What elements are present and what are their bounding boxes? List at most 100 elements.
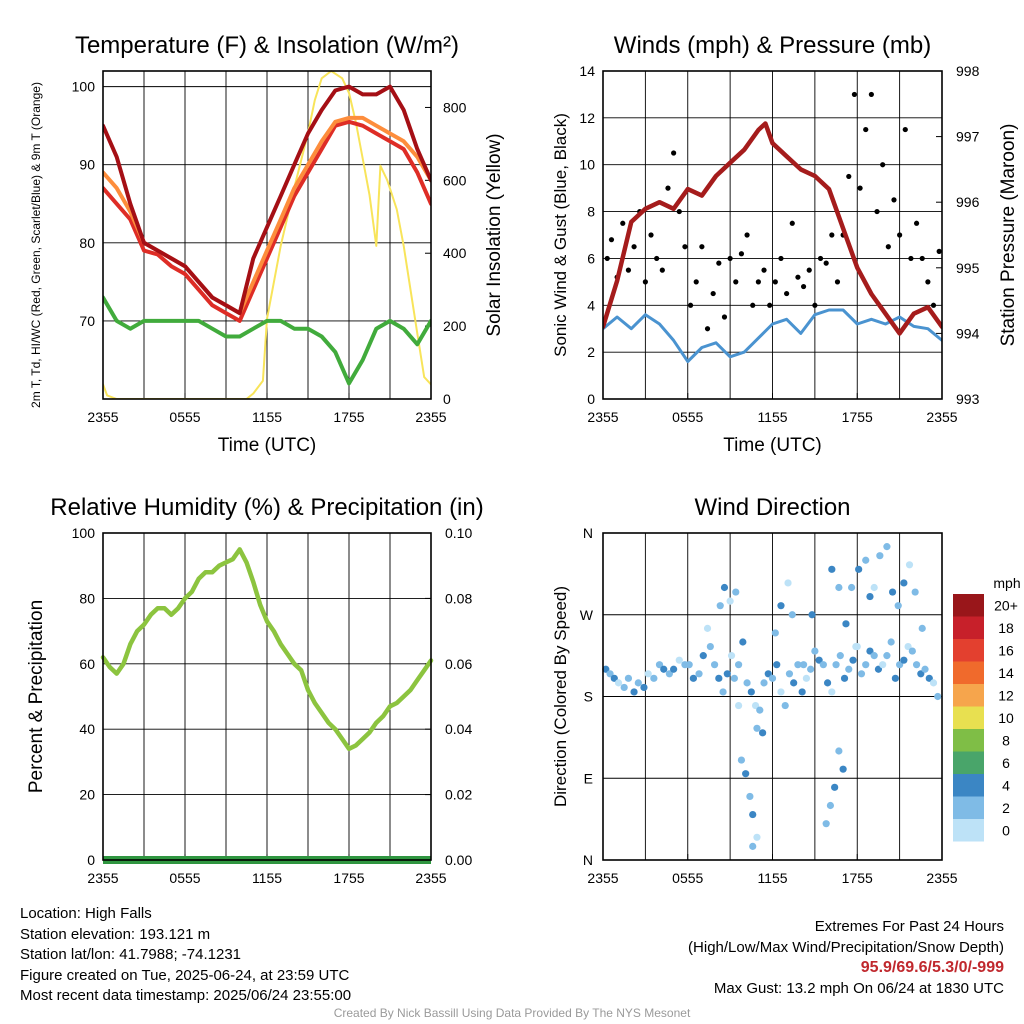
gust-point — [625, 267, 632, 273]
gust-point — [868, 91, 874, 98]
direction-point — [743, 679, 751, 687]
y-tick-label-4: 4 — [587, 297, 595, 313]
direction-point — [727, 652, 736, 660]
y-tick-label-20: 20 — [79, 787, 95, 803]
x-tick-label-1755: 1755 — [842, 870, 873, 886]
series-group — [103, 70, 431, 399]
y2-axis-label: Solar Insolation (Yellow) — [484, 133, 505, 336]
direction-point — [773, 661, 781, 669]
direction-point — [732, 588, 740, 596]
chart-title: Temperature (F) & Insolation (W/m²) — [75, 32, 459, 59]
gust-point — [778, 255, 784, 262]
direction-point — [862, 556, 870, 564]
gust-point — [880, 162, 886, 168]
direction-point — [753, 833, 761, 841]
gust-point — [687, 302, 694, 308]
series-line-sonic-wind — [603, 308, 942, 363]
gust-point — [676, 208, 682, 215]
y2-tick-label-995: 995 — [956, 260, 980, 276]
direction-point — [719, 688, 727, 696]
y2-tick-label-0-04: 0.04 — [445, 721, 472, 737]
gust-point — [891, 197, 897, 203]
direction-point — [777, 602, 785, 610]
gust-point — [851, 91, 858, 98]
y2-tick-label-800: 800 — [443, 99, 467, 115]
legend-title: mph — [993, 575, 1020, 591]
direction-point — [670, 665, 678, 673]
series-line-hi-wc — [103, 84, 431, 316]
plot-border — [102, 532, 432, 861]
direction-point — [602, 665, 610, 673]
direction-point — [900, 579, 908, 587]
gust-point — [800, 283, 807, 290]
direction-point — [784, 579, 792, 587]
legend-label-20: 20+ — [994, 597, 1018, 613]
y-tick-label-12: 12 — [579, 110, 595, 126]
legend-label-14: 14 — [998, 665, 1014, 681]
y2-axis-label: Station Pressure (Maroon) — [998, 124, 1019, 347]
legend-swatch-2 — [953, 796, 984, 819]
extremes-info: Extremes For Past 24 Hours (High/Low/Max… — [688, 917, 1004, 999]
y-tick-label-40: 40 — [79, 721, 95, 737]
series-line-2m-t — [103, 119, 431, 323]
x-tick-label-2355: 2355 — [926, 870, 957, 886]
direction-point — [842, 620, 850, 628]
direction-point — [715, 674, 723, 682]
direction-point — [929, 679, 938, 687]
direction-point — [624, 674, 633, 682]
direction-point — [716, 602, 724, 610]
gust-point — [897, 232, 903, 238]
direction-point — [870, 652, 878, 660]
y2-tick-label-200: 200 — [443, 318, 467, 334]
series-line-solar-insolation — [103, 70, 431, 399]
direction-point — [655, 661, 664, 669]
direction-point — [760, 679, 768, 687]
y-tick-label-70: 70 — [79, 313, 95, 329]
direction-point — [839, 765, 847, 773]
gust-point — [902, 126, 908, 133]
x-axis-label: Time (UTC) — [218, 435, 317, 456]
x-tick-label-0555: 0555 — [169, 409, 200, 425]
y-tick-label-w-3: W — [580, 607, 594, 623]
gust-point — [817, 255, 824, 262]
legend-label-16: 16 — [998, 642, 1014, 658]
direction-point — [866, 592, 874, 601]
direction-point — [870, 583, 878, 592]
direction-point — [695, 670, 703, 678]
direction-point — [855, 565, 863, 573]
direction-point — [918, 624, 926, 632]
y-tick-label-100: 100 — [72, 79, 96, 95]
gust-point — [699, 244, 705, 250]
x-tick-label-2355: 2355 — [87, 870, 118, 886]
x-tick-label-2355: 2355 — [926, 409, 957, 425]
gust-point — [693, 279, 699, 285]
direction-point — [807, 665, 815, 673]
x-tick-label-0555: 0555 — [169, 870, 200, 886]
y-tick-label-60: 60 — [79, 656, 95, 672]
gust-point — [721, 314, 728, 320]
gust-point — [823, 260, 829, 266]
direction-point — [749, 810, 757, 819]
gust-point — [908, 255, 914, 262]
gust-point — [654, 255, 660, 262]
direction-point — [781, 701, 789, 710]
gust-point — [846, 173, 852, 180]
direction-point — [904, 642, 912, 651]
direction-point — [905, 561, 914, 569]
y-tick-label-10: 10 — [579, 157, 595, 173]
direction-point — [888, 588, 897, 596]
legend-label-0: 0 — [1002, 822, 1010, 838]
y2-tick-label-996: 996 — [956, 194, 980, 210]
elevation-text: Station elevation: 193.121 m — [20, 925, 211, 943]
direction-point — [852, 642, 860, 651]
chart-title: Winds (mph) & Pressure (mb) — [614, 32, 931, 59]
x-tick-label-1755: 1755 — [333, 409, 364, 425]
y-tick-label-90: 90 — [79, 157, 95, 173]
y2-tick-label-0-08: 0.08 — [445, 590, 472, 606]
extremes-title: Extremes For Past 24 Hours — [814, 918, 1004, 935]
series-line-station-pressure — [603, 121, 942, 336]
direction-point — [753, 724, 761, 732]
direction-point — [894, 602, 902, 610]
y2-tick-label-0-00: 0.00 — [445, 852, 472, 868]
latlon-text: Station lat/lon: 41.7988; -74.1231 — [20, 946, 242, 963]
